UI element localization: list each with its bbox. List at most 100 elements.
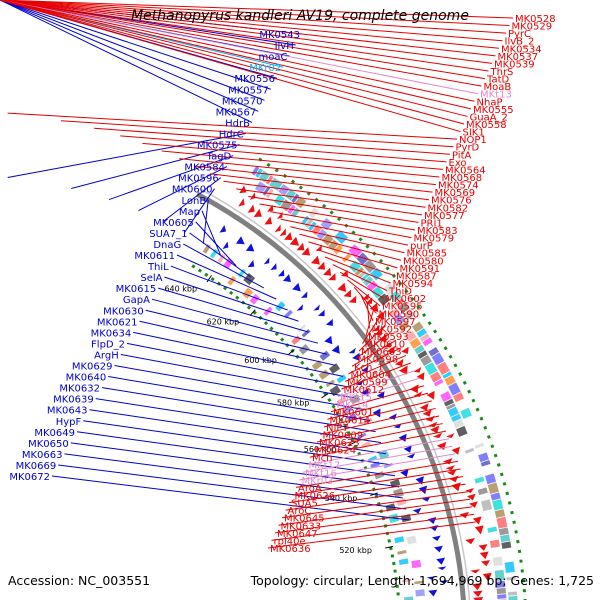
gene-label-left: MK0605 [153,218,194,229]
gene-label-left: Map [179,207,200,218]
cog-block [508,595,518,600]
label-leader-line [290,226,405,254]
cds-forward [451,446,460,455]
label-leader-line [330,385,425,413]
cog-block [431,352,445,366]
gene-label-right: MK0568 [442,173,483,184]
label-leader-line [76,431,396,477]
label-leader-line [0,0,510,27]
gene-label-left: ThiL [147,262,169,273]
gene-label-right: NOP1 [459,135,487,146]
gene-label-left: MKr02 [249,63,281,74]
cog-block [429,371,442,383]
cog-block [474,442,485,449]
cog-block [411,559,422,569]
label-leader-line [288,476,464,504]
label-leader-line [64,453,403,499]
minor-tick [505,491,510,496]
label-leader-line [0,0,486,80]
cds-reverse [400,469,409,478]
minor-tick [433,329,438,334]
label-leader-line [0,0,514,19]
gene-label-left: MK0543 [259,30,300,41]
major-tick [206,275,212,283]
minor-tick [398,281,403,286]
cog-block [394,297,405,307]
tick-layer: 500 kbp 520 kbp 540 kbp 560 kbp 580 kbp 600 k… [164,157,527,600]
cds-forward [296,242,305,251]
gene-label-right: MK0636 [270,544,311,555]
minor-tick [290,179,296,184]
gene-label-right: MK0576 [431,196,472,207]
gene-label-left: SUA7_1 [149,229,187,240]
cds-forward [447,469,457,476]
minor-tick [269,326,274,331]
gene-label-left: MK0575 [197,141,238,152]
minor-tick [274,331,279,337]
label-leader-line [313,423,443,451]
label-leader-line [158,287,309,333]
cog-block [442,371,452,379]
cds-reverse [296,304,304,311]
minor-tick [353,444,358,449]
label-leader-line [170,265,288,311]
label-leader-line [139,320,336,366]
label-leader-line [332,264,388,292]
cds-forward [446,433,455,438]
cog-block [409,337,422,349]
label-leader-line [280,218,409,246]
gene-label-right: MK0539 [494,59,535,70]
gene-label-left: TagD [206,152,232,163]
minor-tick [204,272,209,277]
cog-block [500,534,511,543]
gene-label-right: MK0592 [372,324,413,335]
label-leader-line [179,158,437,186]
cds-forward [433,432,443,439]
cds-forward [474,525,484,535]
gene-label-right: TatD [486,75,510,86]
gene-label-left: MK0611 [134,251,175,262]
minor-tick [331,404,336,409]
cds-reverse [277,269,285,277]
label-leader-line [281,491,468,519]
label-leader-line [60,120,454,148]
label-leader-line [176,254,277,300]
cds-forward [416,372,425,381]
gene-label-right: NhaP [477,97,503,108]
gene-label-right: MK0594 [393,279,434,290]
minor-tick [222,286,228,291]
cds-reverse [331,345,340,354]
label-leader-line [324,256,391,284]
gene-label-right: MK0587 [396,271,437,282]
cog-block [398,558,409,566]
gene-label-right: MK0647 [277,529,318,540]
minor-tick [443,346,448,351]
minor-tick [191,264,196,269]
minor-tick [266,162,271,167]
cog-block [378,449,390,460]
label-leader-line [360,294,374,322]
label-leader-line [0,0,489,72]
cds-forward [466,493,476,501]
cog-block [452,392,465,403]
gene-label-left: MK0663 [22,450,63,461]
cog-block [401,578,412,583]
gene-label-right: MK0626 [295,491,336,502]
cog-block [334,230,349,245]
label-leader-line [316,248,395,276]
cog-block [446,403,456,410]
cog-block [251,165,260,176]
label-leader-line [83,420,391,466]
minor-tick [263,321,269,326]
cds-forward [399,365,408,375]
gene-label-right: Exo [449,158,467,169]
gene-label-right: AroC [288,506,312,517]
cog-block [397,301,410,314]
cog-block [342,405,353,415]
label-leader-line [278,498,471,526]
cds-forward [465,488,475,494]
cds-reverse [437,566,447,571]
label-leader-line [259,203,416,231]
gene-label-right: MK0591 [400,264,441,275]
